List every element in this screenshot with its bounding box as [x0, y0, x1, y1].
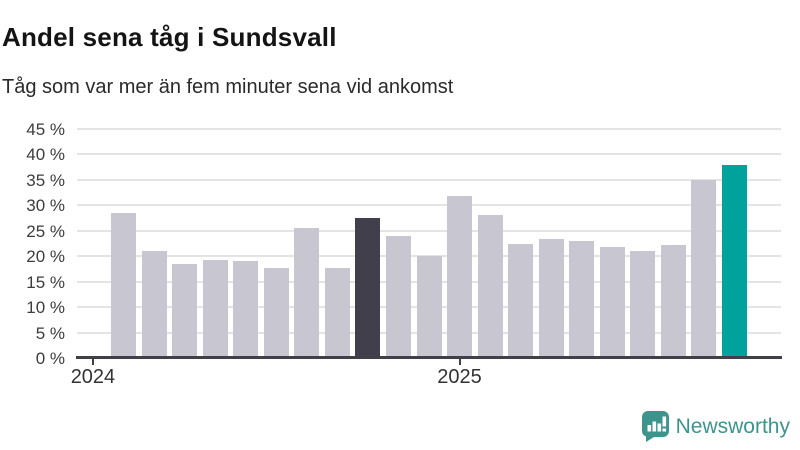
bar	[447, 196, 473, 358]
x-axis-line	[76, 356, 782, 359]
bar	[263, 267, 289, 358]
bar	[508, 243, 534, 358]
bar	[660, 245, 686, 358]
x-tick	[91, 358, 94, 365]
bar	[691, 179, 717, 358]
bar	[630, 250, 656, 358]
bar-chart: 45 % 40 % 35 % 30 % 25 % 20 % 15 % 10 % 5 % 0 % 2…	[26, 120, 782, 388]
y-tick-label: 40 %	[26, 145, 65, 165]
y-tick-label: 35 %	[26, 170, 65, 190]
bar	[111, 213, 136, 358]
bar	[599, 246, 625, 358]
bar	[202, 259, 228, 358]
y-tick-label: 30 %	[26, 196, 65, 216]
bar	[569, 240, 595, 358]
x-tick-label: 2025	[437, 366, 482, 388]
gridline	[77, 153, 781, 156]
chart-subtitle: Tåg som var mer än fem minuter sena vid …	[2, 76, 454, 98]
gridline	[77, 204, 781, 207]
bar	[355, 218, 381, 358]
x-tick	[458, 358, 461, 365]
newsworthy-logo-icon	[641, 411, 669, 442]
x-tick-label: 2024	[70, 366, 116, 388]
y-tick-label: 20 %	[26, 247, 65, 267]
plot-area	[77, 128, 781, 358]
gridline	[77, 229, 781, 232]
brand-footer: Newsworthy	[641, 411, 790, 442]
bar	[141, 251, 167, 358]
bar	[477, 214, 503, 358]
bar	[416, 255, 442, 358]
y-tick-label: 5 %	[35, 323, 65, 343]
gridline	[77, 128, 781, 130]
chart-title: Andel sena tåg i Sundsvall	[2, 22, 337, 53]
y-tick-label: 10 %	[26, 298, 65, 318]
bar	[233, 261, 259, 358]
y-tick-label: 15 %	[26, 272, 65, 292]
bar	[294, 228, 320, 358]
bar	[172, 263, 198, 358]
y-tick-label: 25 %	[26, 221, 65, 241]
bar	[324, 267, 350, 358]
brand-name: Newsworthy	[675, 414, 790, 438]
bar	[722, 164, 747, 358]
y-tick-label: 45 %	[26, 120, 65, 139]
bar	[385, 236, 411, 358]
gridline	[77, 178, 781, 181]
bar	[538, 238, 564, 358]
y-tick-label: 0 %	[35, 349, 65, 368]
